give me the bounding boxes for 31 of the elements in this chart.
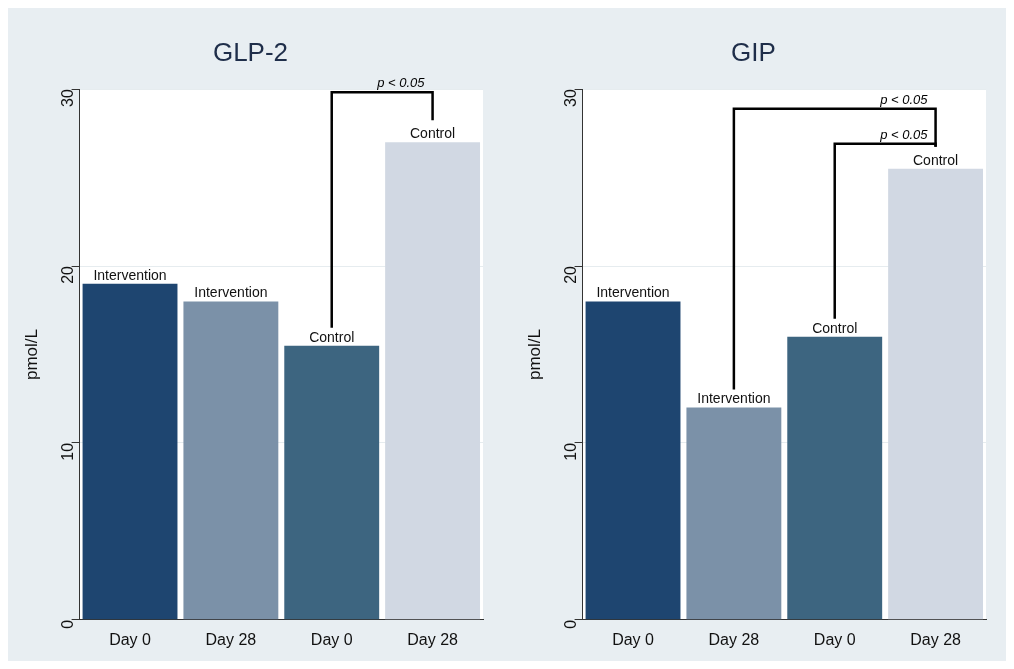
- annotation: p < 0.05: [879, 91, 929, 107]
- y-tick-label: 20: [562, 265, 580, 284]
- y-tick-label: 20: [59, 265, 77, 284]
- y-tick-label: 0: [562, 619, 580, 629]
- y-tick-label: 10: [562, 442, 580, 461]
- annotation: p < 0.05: [879, 126, 929, 142]
- x-tick-label: Day 28: [205, 630, 257, 648]
- series-label: Control: [812, 319, 858, 336]
- series-label: Control: [410, 125, 456, 142]
- y-tick-label: 10: [59, 442, 77, 461]
- series-label: Intervention: [93, 266, 167, 283]
- text: Intervention: [697, 390, 771, 407]
- text: Intervention: [194, 284, 268, 301]
- chart-title: GIP: [731, 36, 776, 67]
- y-axis-title: pmol/L: [21, 328, 41, 381]
- y-tick-label: 30: [59, 89, 77, 107]
- x-tick-label: Day 28: [708, 630, 760, 648]
- y-tick-label: 30: [562, 89, 580, 107]
- y-tick-label: 0: [59, 619, 77, 629]
- annotation: p < 0.05: [376, 75, 426, 91]
- text: Control: [309, 328, 355, 345]
- x-tick-label: Day 0: [109, 630, 152, 648]
- series-label: Intervention: [596, 284, 670, 301]
- x-tick-label: Day 0: [813, 630, 856, 648]
- x-tick-label: Day 28: [910, 630, 962, 648]
- y-axis-title: pmol/L: [524, 328, 544, 381]
- text: Control: [913, 151, 959, 168]
- chart-title: GLP-2: [212, 36, 289, 67]
- x-tick-label: Day 0: [310, 630, 353, 648]
- x-tick-label: Day 28: [407, 630, 459, 648]
- x-tick-label: Day 0: [612, 630, 655, 648]
